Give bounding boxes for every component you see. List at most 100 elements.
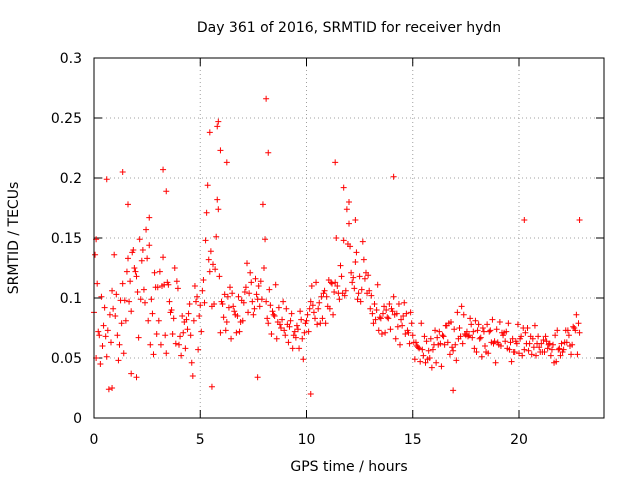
data-point [147, 341, 154, 348]
data-point [321, 287, 328, 294]
data-point [352, 259, 359, 265]
data-point [252, 275, 259, 282]
data-point [496, 319, 503, 325]
data-point [213, 233, 220, 240]
data-point [269, 308, 276, 315]
data-point [299, 335, 306, 342]
data-point [190, 317, 197, 324]
x-tick-label: 5 [196, 432, 205, 448]
data-point [258, 296, 265, 303]
data-point [487, 327, 494, 334]
data-point [103, 176, 110, 183]
data-point [317, 320, 324, 327]
data-point [412, 339, 419, 346]
data-point [140, 286, 147, 293]
x-axis-title: GPS time / hours [290, 459, 407, 475]
data-point [418, 320, 425, 327]
data-point [568, 351, 575, 358]
data-point [503, 328, 510, 335]
y-tick-label: 0.15 [51, 231, 82, 247]
data-point [393, 310, 400, 317]
data-point [563, 339, 570, 346]
data-point [288, 310, 295, 317]
data-point [97, 361, 104, 367]
data-point [425, 347, 432, 354]
data-point [307, 298, 314, 305]
data-point [409, 332, 416, 339]
data-point [187, 332, 194, 339]
data-point [207, 248, 214, 255]
data-point [157, 341, 164, 348]
data-point [179, 313, 186, 319]
data-point [454, 309, 461, 316]
data-point [478, 353, 485, 360]
data-point [457, 333, 464, 340]
data-point [109, 287, 116, 294]
data-point [450, 387, 457, 394]
data-point [261, 265, 267, 271]
data-point [197, 302, 204, 309]
data-point [513, 340, 520, 347]
data-point [136, 236, 143, 243]
data-point [376, 314, 383, 321]
data-point [279, 316, 286, 323]
data-point [479, 325, 486, 331]
data-point [403, 310, 410, 317]
data-point [521, 217, 528, 223]
data-points [91, 95, 583, 397]
data-point [273, 335, 280, 342]
data-point [95, 328, 102, 335]
data-point [223, 319, 230, 325]
data-point [337, 262, 344, 269]
data-point [116, 341, 123, 348]
data-point [102, 333, 109, 340]
data-point [378, 331, 385, 337]
data-point [296, 345, 303, 352]
data-point [383, 307, 390, 313]
data-point [399, 322, 406, 329]
data-point [166, 298, 173, 305]
data-point [195, 346, 202, 353]
data-point [485, 350, 492, 357]
data-point [301, 329, 308, 336]
data-point [137, 296, 144, 303]
data-point [202, 237, 209, 244]
data-point [200, 277, 207, 283]
data-point [163, 350, 170, 357]
data-point [426, 355, 433, 361]
data-point [380, 310, 386, 317]
data-point [361, 275, 368, 282]
data-point [375, 327, 382, 334]
data-point [151, 269, 158, 276]
data-point [251, 305, 258, 312]
data-point [206, 129, 213, 136]
data-point [286, 323, 293, 330]
data-point [223, 159, 230, 166]
x-tick-label: 15 [404, 432, 422, 448]
data-point [172, 340, 179, 347]
data-point [128, 308, 135, 315]
data-point [570, 323, 577, 330]
data-point [417, 358, 424, 365]
data-point [564, 327, 571, 334]
data-point [452, 341, 459, 348]
data-point [525, 347, 532, 354]
data-point [354, 296, 361, 303]
data-point [170, 315, 177, 322]
data-point [180, 329, 187, 336]
data-point [367, 305, 374, 312]
data-point [480, 328, 487, 335]
data-point [516, 350, 522, 357]
data-point [415, 344, 422, 351]
data-point [387, 326, 394, 333]
data-point [560, 346, 567, 353]
plot-frame [93, 57, 605, 419]
data-point [104, 327, 111, 334]
data-point [386, 301, 393, 307]
data-point [421, 333, 428, 340]
data-point [230, 303, 237, 310]
data-point [250, 311, 257, 318]
data-point [531, 322, 538, 329]
data-point [360, 256, 367, 263]
data-point [346, 220, 352, 227]
